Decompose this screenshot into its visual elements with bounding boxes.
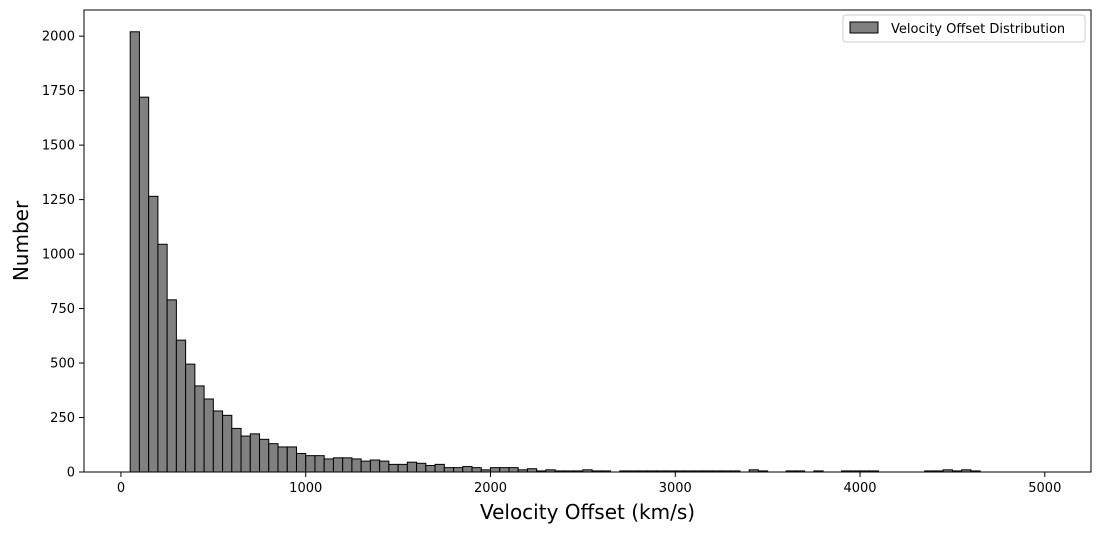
- histogram-bar: [434, 463, 445, 473]
- histogram-bar: [175, 339, 187, 473]
- y-tick-label: 1500: [42, 139, 75, 154]
- histogram-bar: [406, 461, 418, 473]
- y-tick-label: 2000: [42, 30, 75, 45]
- histogram-bar: [212, 410, 224, 473]
- histogram-bar: [314, 455, 325, 473]
- x-axis-title: Velocity Offset (km/s): [480, 500, 695, 524]
- histogram-bar: [148, 195, 159, 473]
- histogram-bar: [268, 443, 279, 473]
- histogram-bar: [259, 438, 270, 473]
- histogram-bar: [157, 243, 168, 473]
- x-tick-label: 2000: [474, 481, 507, 496]
- histogram-bar: [388, 463, 399, 473]
- y-tick-label: 250: [50, 411, 75, 426]
- y-axis-ticks: 0 250 500 750 1000 1250 1500 1750 2000: [42, 30, 84, 481]
- y-tick-label: 1000: [42, 248, 75, 263]
- histogram-bar: [369, 459, 381, 473]
- histogram-bar: [342, 457, 353, 473]
- plot-frame: [83, 9, 1092, 473]
- y-axis-title: Number: [9, 200, 33, 281]
- bars-group: [129, 31, 981, 473]
- x-tick-label: 0: [117, 481, 125, 496]
- y-tick-label: 500: [50, 357, 75, 372]
- legend: Velocity Offset Distribution: [842, 14, 1086, 43]
- histogram-bar: [194, 385, 205, 473]
- legend-box: [842, 14, 1086, 43]
- histogram-bar: [286, 446, 297, 473]
- y-tick-label: 1750: [42, 84, 75, 99]
- histogram-bar: [240, 435, 251, 473]
- histogram-bar: [471, 467, 482, 473]
- histogram-bar: [305, 455, 316, 473]
- histogram-bar: [489, 467, 501, 473]
- histogram-bar: [295, 452, 307, 473]
- x-axis-ticks: 0 1000 2000 3000 4000 5000: [117, 472, 1061, 496]
- histogram-bar: [203, 398, 214, 473]
- histogram-bar: [453, 467, 464, 473]
- legend-swatch: [849, 21, 879, 34]
- histogram-bar: [222, 414, 233, 473]
- x-tick-label: 5000: [1028, 481, 1061, 496]
- histogram-bar: [277, 446, 288, 473]
- histogram-bar: [332, 457, 344, 473]
- y-tick-label: 1250: [42, 193, 75, 208]
- histogram-bar: [351, 458, 362, 473]
- histogram-bar: [129, 31, 140, 473]
- histogram-bar: [249, 433, 261, 473]
- histogram-bar: [462, 466, 473, 473]
- histogram-bar: [323, 458, 334, 473]
- histogram-bar: [425, 464, 436, 473]
- legend-label: Velocity Offset Distribution: [891, 22, 1065, 37]
- histogram-bar: [499, 467, 510, 473]
- histogram-bar: [166, 299, 177, 473]
- y-tick-label: 0: [67, 466, 75, 481]
- histogram-bar: [443, 467, 455, 473]
- histogram-bar: [508, 467, 519, 473]
- histogram-bar: [185, 363, 196, 473]
- histogram-bar: [360, 460, 371, 473]
- x-tick-label: 1000: [289, 481, 322, 496]
- histogram-bar: [397, 463, 408, 473]
- x-tick-label: 3000: [659, 481, 692, 496]
- y-tick-label: 750: [50, 302, 75, 317]
- histogram-bar: [138, 96, 150, 473]
- histogram-bar: [231, 427, 242, 473]
- histogram-bar: [416, 462, 427, 473]
- histogram-bar: [379, 460, 390, 473]
- x-tick-label: 4000: [843, 481, 876, 496]
